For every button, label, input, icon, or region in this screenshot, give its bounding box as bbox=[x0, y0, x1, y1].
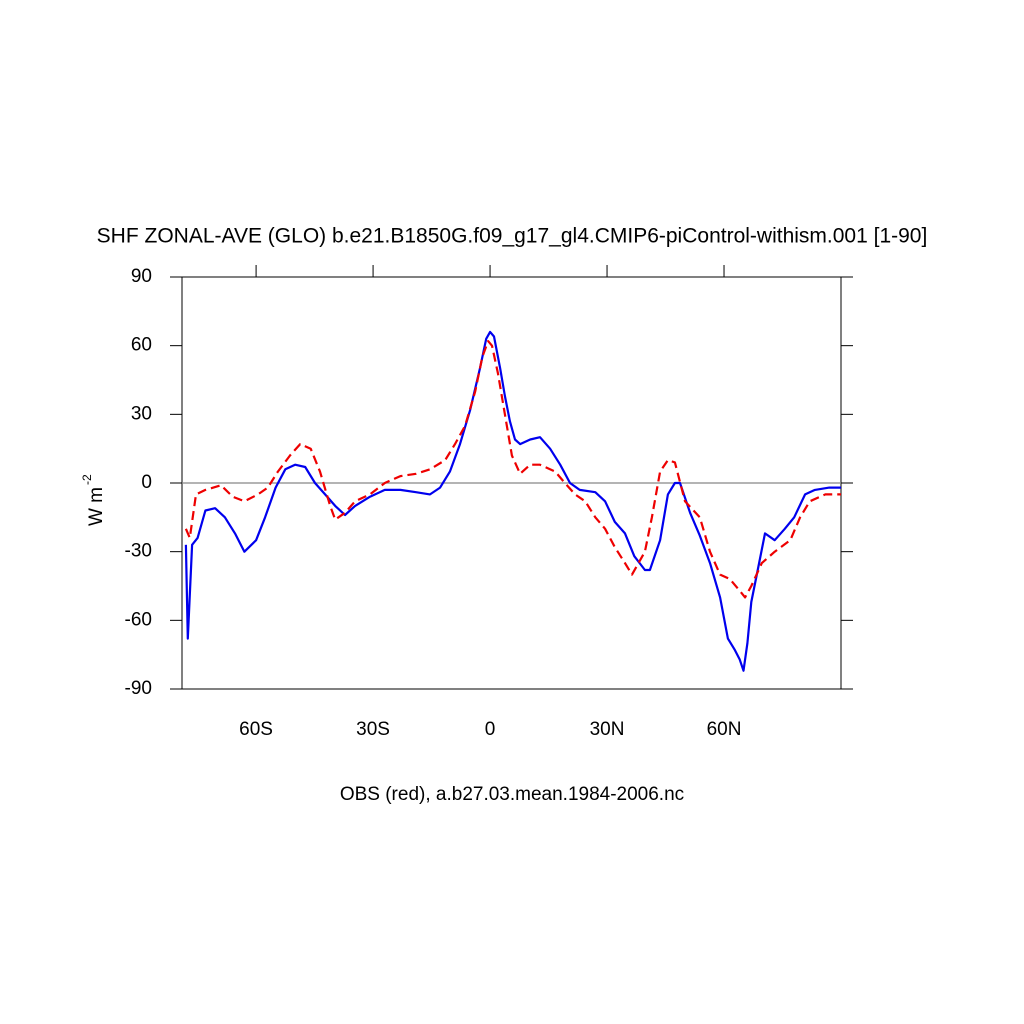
series-line bbox=[184, 330, 841, 672]
chart-title: SHF ZONAL-AVE (GLO) b.e21.B1850G.f09_g17… bbox=[97, 225, 928, 248]
y-tick-label: -30 bbox=[125, 541, 152, 562]
y-tick-label: -90 bbox=[125, 678, 152, 699]
y-tick-label: -60 bbox=[125, 609, 152, 630]
x-tick-label: 0 bbox=[485, 719, 496, 740]
y-axis-label-superscript: -2 bbox=[80, 474, 94, 485]
y-tick-label: 60 bbox=[131, 335, 152, 356]
x-tick-label: 60N bbox=[707, 719, 742, 740]
series-line bbox=[184, 340, 841, 599]
x-axis-label: OBS (red), a.b27.03.mean.1984-2006.nc bbox=[340, 784, 684, 805]
y-axis-label-group: W m -2 bbox=[80, 474, 107, 526]
x-tick-label: 30S bbox=[356, 719, 390, 740]
y-tick-label: 30 bbox=[131, 403, 152, 424]
y-axis-label: W m bbox=[86, 487, 107, 526]
y-tick-label: 0 bbox=[141, 472, 152, 493]
x-tick-label: 60S bbox=[239, 719, 273, 740]
x-tick-label: 30N bbox=[590, 719, 625, 740]
y-tick-label: 90 bbox=[131, 266, 152, 287]
